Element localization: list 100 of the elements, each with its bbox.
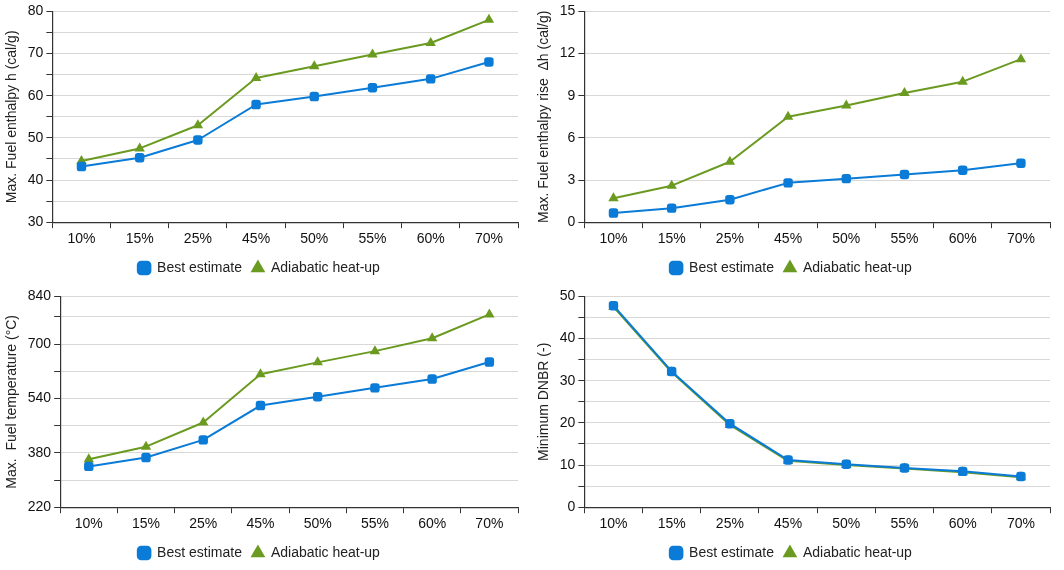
x-tick-label: 10% xyxy=(599,230,628,247)
y-tick-label: 700 xyxy=(27,334,52,351)
point xyxy=(899,86,910,96)
legend-label: Adiabatic heat-up xyxy=(802,543,913,560)
point xyxy=(484,57,494,67)
y-tick-label: 40 xyxy=(559,329,576,346)
point xyxy=(312,391,323,402)
y-tick-label: 50 xyxy=(559,287,576,304)
x-tick-label: 25% xyxy=(715,230,744,247)
y-tick-label: 80 xyxy=(27,2,44,19)
y-tick-label: 380 xyxy=(27,443,52,460)
point xyxy=(255,368,266,378)
point xyxy=(83,453,94,463)
y-tick-label: 30 xyxy=(559,371,576,388)
legend-label: Best estimate xyxy=(157,543,243,560)
y-axis-title: Max. Fuel enthalpy rise Δh (cal/g) xyxy=(535,10,552,224)
x-tick-label: 15% xyxy=(125,230,154,247)
y-tick-label: 9 xyxy=(567,86,576,103)
x-tick-label: 50% xyxy=(303,515,332,532)
x-tick-label: 55% xyxy=(890,230,919,247)
point xyxy=(427,374,437,384)
x-tick-label: 70% xyxy=(475,515,504,532)
x-tick-label: 55% xyxy=(890,515,919,532)
x-tick-label: 60% xyxy=(948,515,977,532)
point xyxy=(255,400,266,411)
point xyxy=(484,357,495,367)
x-tick-label: 10% xyxy=(67,230,96,247)
point xyxy=(426,332,438,342)
x-tick-label: 10% xyxy=(74,515,103,532)
point xyxy=(367,48,378,58)
point xyxy=(309,60,320,70)
x-tick-label: 50% xyxy=(300,230,329,247)
x-tick-label: 25% xyxy=(189,515,218,532)
x-tick-label: 55% xyxy=(358,230,387,247)
x-tick-label: 55% xyxy=(360,515,389,532)
x-tick-label: 70% xyxy=(474,230,503,247)
x-tick-label: 10% xyxy=(599,515,628,532)
point xyxy=(1016,158,1026,168)
y-tick-label: 6 xyxy=(567,128,576,145)
point xyxy=(369,345,381,355)
point xyxy=(783,178,793,188)
point xyxy=(841,173,852,184)
point xyxy=(250,72,262,82)
y-tick-label: 3 xyxy=(567,170,576,187)
point xyxy=(140,440,152,450)
point xyxy=(483,13,495,23)
point xyxy=(957,165,968,175)
point xyxy=(193,135,203,145)
point xyxy=(192,119,204,129)
point xyxy=(76,161,87,172)
x-tick-label: 45% xyxy=(246,515,275,532)
point xyxy=(899,169,910,180)
y-tick-label: 50 xyxy=(27,128,44,145)
x-tick-label: 25% xyxy=(183,230,212,247)
point xyxy=(841,99,852,109)
legend-label: Adiabatic heat-up xyxy=(270,543,381,560)
point xyxy=(725,194,735,205)
point xyxy=(724,155,736,165)
x-tick-label: 25% xyxy=(715,515,744,532)
y-axis-title: Max. Fuel enthalpy h (cal/g) xyxy=(3,30,20,204)
legend-label: Best estimate xyxy=(689,258,775,275)
point xyxy=(141,452,151,463)
x-tick-label: 50% xyxy=(832,515,861,532)
x-tick-label: 15% xyxy=(657,230,686,247)
point xyxy=(608,208,619,218)
x-tick-label: 60% xyxy=(418,515,447,532)
y-tick-label: 10 xyxy=(559,455,576,472)
x-tick-label: 45% xyxy=(774,515,803,532)
x-tick-label: 50% xyxy=(832,230,861,247)
x-tick-label: 15% xyxy=(657,515,686,532)
legend-label: Adiabatic heat-up xyxy=(802,258,913,275)
y-tick-label: 40 xyxy=(27,170,44,187)
point xyxy=(367,82,378,93)
point xyxy=(370,383,380,393)
x-tick-label: 45% xyxy=(774,230,803,247)
y-axis-title: Max. Fuel temperature (°C) xyxy=(3,314,20,489)
x-tick-label: 60% xyxy=(416,230,445,247)
point xyxy=(425,37,436,47)
y-tick-label: 0 xyxy=(567,498,576,515)
point xyxy=(84,461,94,472)
y-tick-label: 70 xyxy=(27,44,44,61)
y-tick-label: 540 xyxy=(27,389,52,406)
legend-label: Best estimate xyxy=(157,258,243,275)
point xyxy=(309,91,320,102)
x-tick-label: 60% xyxy=(948,230,977,247)
point xyxy=(198,435,208,445)
x-tick-label: 45% xyxy=(242,230,271,247)
y-tick-label: 60 xyxy=(27,86,44,103)
point xyxy=(782,110,794,120)
point xyxy=(425,74,436,84)
x-tick-label: 70% xyxy=(1006,515,1035,532)
point xyxy=(198,416,209,426)
point xyxy=(1015,53,1027,63)
x-tick-label: 15% xyxy=(131,515,161,532)
point xyxy=(608,192,619,202)
y-tick-label: 20 xyxy=(559,413,576,430)
x-tick-label: 70% xyxy=(1006,230,1035,247)
y-tick-label: 30 xyxy=(27,213,44,230)
y-tick-label: 15 xyxy=(559,2,576,19)
y-tick-label: 0 xyxy=(567,213,576,230)
